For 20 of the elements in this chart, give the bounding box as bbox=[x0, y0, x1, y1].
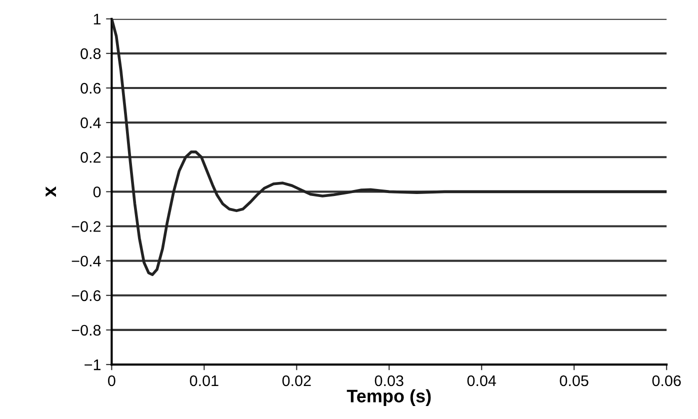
y-axis-title: x bbox=[46, 186, 56, 197]
x-tick-label: 0.05 bbox=[560, 375, 588, 386]
x-tick-label: 0.04 bbox=[467, 375, 496, 386]
y-tick-label: 0.6 bbox=[80, 82, 101, 94]
y-tick-label: −0.4 bbox=[72, 256, 101, 267]
y-tick-label: 1 bbox=[94, 14, 101, 24]
y-tick-label: 0 bbox=[93, 186, 101, 198]
x-tick-label: 0.06 bbox=[652, 375, 681, 386]
y-tick-label: 0.8 bbox=[80, 48, 101, 60]
y-tick-label: 0.2 bbox=[80, 152, 100, 163]
x-tick-label: 0 bbox=[108, 375, 116, 386]
x-tick-label: 0.01 bbox=[190, 375, 218, 386]
y-tick-label: −1 bbox=[84, 360, 101, 370]
y-tick-label: 0.4 bbox=[80, 117, 101, 128]
y-tick-label: −0.6 bbox=[72, 290, 101, 302]
x-tick-label: 0.02 bbox=[282, 375, 311, 386]
y-tick-label: −0.8 bbox=[72, 324, 101, 336]
y-tick-label: −0.2 bbox=[72, 221, 100, 232]
x-tick-label: 0.03 bbox=[374, 375, 404, 386]
x-axis-title: Tempo (s) bbox=[346, 389, 431, 406]
